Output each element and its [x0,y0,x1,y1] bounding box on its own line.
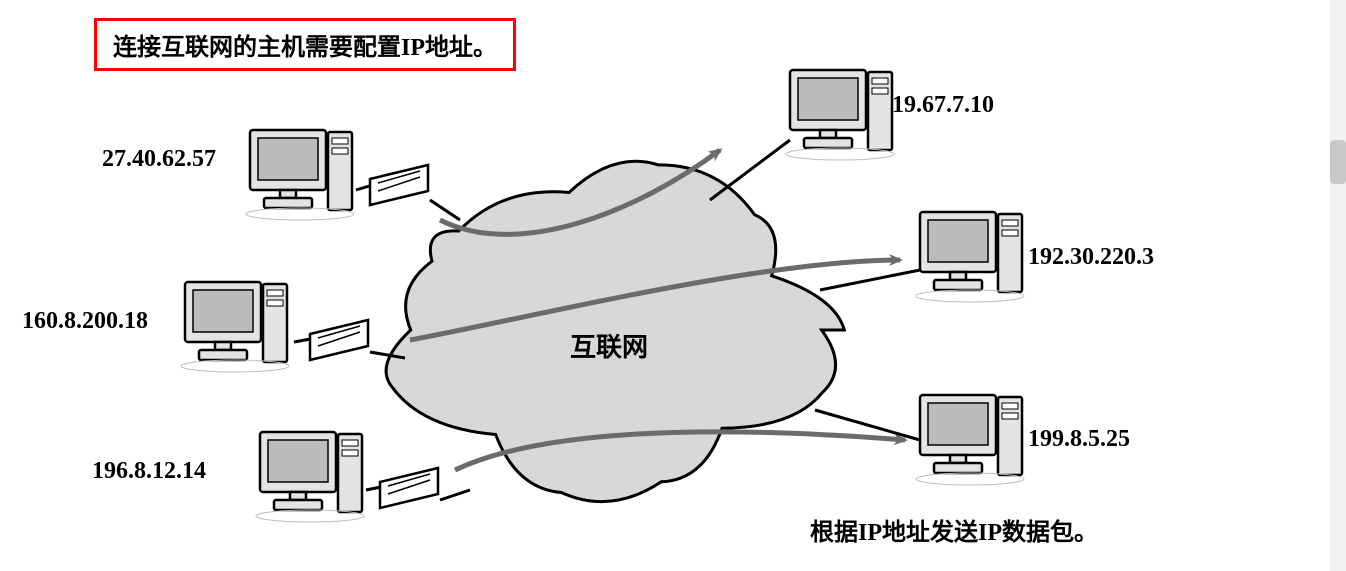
internet-cloud-label: 互联网 [570,327,648,364]
host-left-0 [246,130,428,220]
host-left-2 [256,432,438,522]
internet-cloud-label-text: 互联网 [570,333,648,362]
right-hosts-group [786,70,1024,485]
ip-label-right-2: 199.8.5.25 [1028,426,1130,453]
host-left-1 [181,282,368,372]
ip-label-left-2: 196.8.12.14 [92,458,206,485]
ip-label-right-0: 19.67.7.10 [892,92,994,119]
caption-text-box: 根据IP地址发送IP数据包。 [810,512,1098,547]
diagram-stage: 连接互联网的主机需要配置IP地址。 互联网 27.40.62.57160.8.2… [0,0,1346,571]
ip-label-left-1: 160.8.200.18 [22,308,148,335]
ip-label-left-0: 27.40.62.57 [102,146,216,173]
left-hosts-group [181,130,438,522]
diagram-svg-layer [0,0,1346,571]
host-right-1 [916,212,1024,302]
caption-text: 根据IP地址发送IP数据包。 [810,520,1098,546]
host-right-2 [916,395,1024,485]
ip-label-right-1: 192.30.220.3 [1028,244,1154,271]
host-right-0 [786,70,894,160]
